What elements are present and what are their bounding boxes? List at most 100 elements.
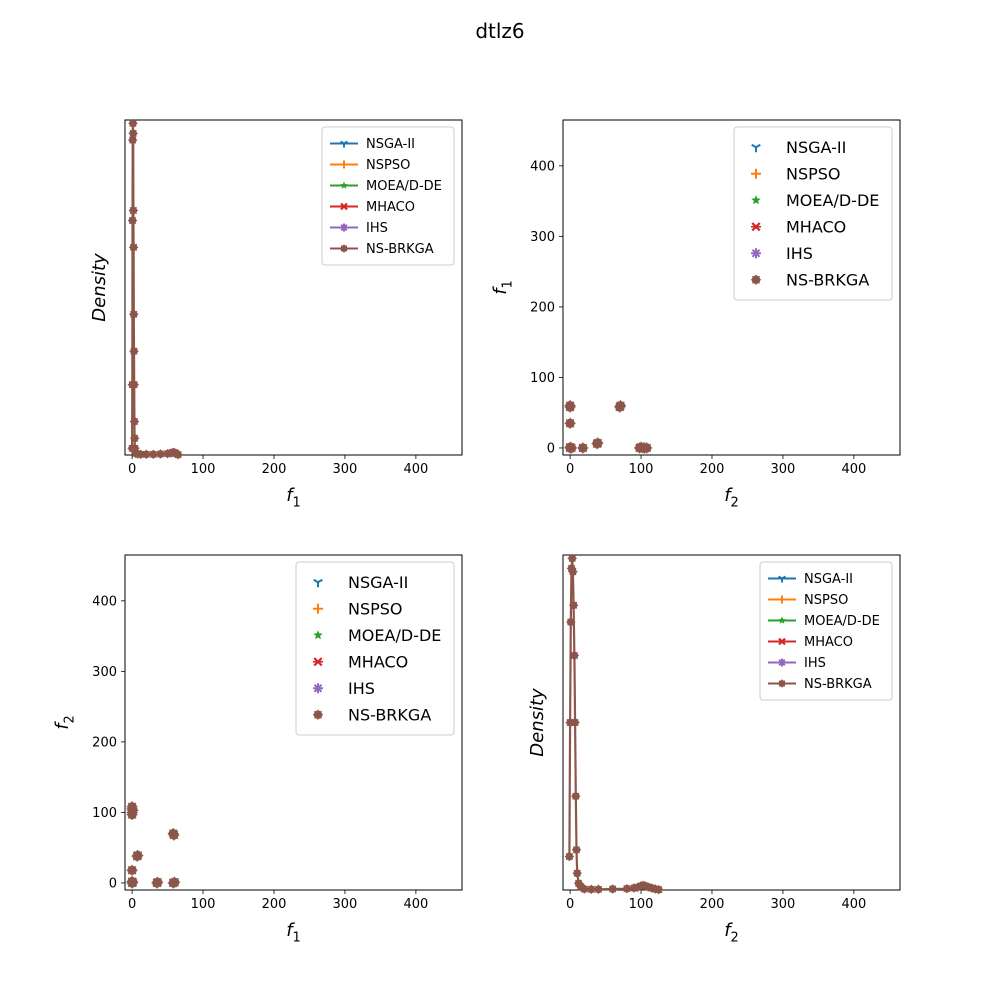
y-tick-label: 300 xyxy=(92,665,117,680)
density-point xyxy=(128,135,138,145)
legend-label: MHACO xyxy=(366,200,415,215)
legend-marker xyxy=(340,181,348,189)
legend-entry: NS-BRKGA xyxy=(768,677,872,692)
legend-marker xyxy=(340,223,348,232)
density-point xyxy=(173,450,183,460)
legend-entry: MHACO xyxy=(330,200,415,215)
legend-label: MOEA/D-DE xyxy=(786,191,879,210)
legend-entry: NS-BRKGA xyxy=(313,706,431,725)
density-point xyxy=(608,884,618,894)
density-point xyxy=(141,449,151,459)
x-axis-label: f2 xyxy=(724,485,739,510)
y-axis-label-base: Density xyxy=(527,688,548,757)
scatter-point xyxy=(168,829,180,841)
x-axis-label-base: f xyxy=(724,485,733,506)
legend-entry: NSGA-II xyxy=(768,572,853,587)
axes-frame xyxy=(124,119,463,456)
legend: NSGA-II NSPSO MOEA/D-DE MHACO IHS NS-BRKGA xyxy=(295,561,455,736)
scatter-point xyxy=(564,417,576,429)
x-tick-label: 400 xyxy=(403,462,428,477)
scatter-point xyxy=(152,876,164,888)
legend-box xyxy=(759,561,893,701)
legend-marker xyxy=(778,595,786,604)
y-tick-label: 100 xyxy=(92,806,117,821)
legend-marker xyxy=(778,679,786,688)
density-point xyxy=(569,600,579,610)
x-tick-label: 400 xyxy=(841,462,866,477)
legend-label: NSPSO xyxy=(804,593,848,608)
x-tick-label: 100 xyxy=(191,897,216,912)
legend-label: NS-BRKGA xyxy=(366,242,434,257)
legend-label: NSGA-II xyxy=(804,572,853,587)
y-axis-label: f2 xyxy=(52,715,77,730)
legend-marker xyxy=(751,143,761,153)
scatter-point xyxy=(127,804,139,816)
subplot-density-f1: 0 100 200 300 400 f1 Density NSGA-II NSPSO MOEA/D… xyxy=(89,118,463,510)
y-tick-label: 400 xyxy=(92,594,117,609)
legend-marker xyxy=(778,616,786,624)
legend-box xyxy=(321,126,455,266)
legend-entry: NSPSO xyxy=(313,600,403,619)
x-tick-label: 400 xyxy=(841,897,866,912)
y-axis-label: Density xyxy=(89,253,110,322)
legend-label: IHS xyxy=(804,656,826,671)
legend-entry: IHS xyxy=(330,221,388,236)
scatter-point xyxy=(577,442,589,454)
x-axis-label: f1 xyxy=(286,485,301,510)
legend-label: MOEA/D-DE xyxy=(348,626,441,645)
density-point xyxy=(129,242,139,252)
legend-entry: MOEA/D-DE xyxy=(751,191,879,210)
legend-box xyxy=(295,561,455,736)
x-tick-label: 0 xyxy=(566,462,574,477)
density-point xyxy=(569,651,579,660)
density-point xyxy=(128,118,138,128)
legend-marker xyxy=(778,658,786,667)
scatter-point xyxy=(614,400,626,412)
x-tick-label: 400 xyxy=(403,897,428,912)
x-tick-label: 200 xyxy=(262,897,287,912)
x-axis-label-subscript: 2 xyxy=(731,930,739,945)
axes-frame xyxy=(562,119,901,456)
x-axis-label-subscript: 2 xyxy=(731,495,739,510)
legend-entry: MHACO xyxy=(751,218,846,237)
density-point xyxy=(129,380,139,390)
legend-entry: IHS xyxy=(768,656,826,671)
legend-entry: NSPSO xyxy=(751,165,841,184)
legend-marker xyxy=(313,657,323,667)
legend-label: NS-BRKGA xyxy=(348,706,431,725)
scatter-point xyxy=(566,442,578,454)
density-point xyxy=(148,449,158,459)
legend-entry: NSGA-II xyxy=(330,137,415,152)
density-point xyxy=(129,309,139,319)
legend-marker xyxy=(340,140,348,148)
x-tick-label: 300 xyxy=(771,462,796,477)
legend-label: MHACO xyxy=(804,635,853,650)
y-tick-label: 300 xyxy=(530,230,555,245)
density-point xyxy=(593,884,603,894)
legend-marker xyxy=(340,202,348,211)
legend-entry: MOEA/D-DE xyxy=(768,614,880,629)
legend-label: MOEA/D-DE xyxy=(366,179,442,194)
legend-marker xyxy=(313,709,323,720)
legend-entry: IHS xyxy=(751,244,813,263)
y-axis-label-base: f xyxy=(490,286,511,295)
y-axis-label-subscript: 1 xyxy=(500,280,515,288)
legend-marker xyxy=(751,248,761,259)
x-axis-label-base: f xyxy=(286,485,295,506)
density-point xyxy=(571,791,581,801)
density-curve xyxy=(568,558,660,891)
legend-marker xyxy=(778,575,786,583)
legend-entry: NS-BRKGA xyxy=(751,271,869,290)
density-point xyxy=(586,884,596,894)
x-tick-label: 300 xyxy=(333,462,358,477)
figure-title: dtlz6 xyxy=(475,19,524,43)
density-point xyxy=(568,567,578,577)
density-point xyxy=(130,433,140,443)
scatter-point xyxy=(592,437,604,449)
legend-entry: IHS xyxy=(313,679,375,698)
legend-entry: NSGA-II xyxy=(313,573,408,592)
density-point xyxy=(129,417,139,426)
legend-marker xyxy=(751,274,761,285)
legend-label: NS-BRKGA xyxy=(804,677,872,692)
